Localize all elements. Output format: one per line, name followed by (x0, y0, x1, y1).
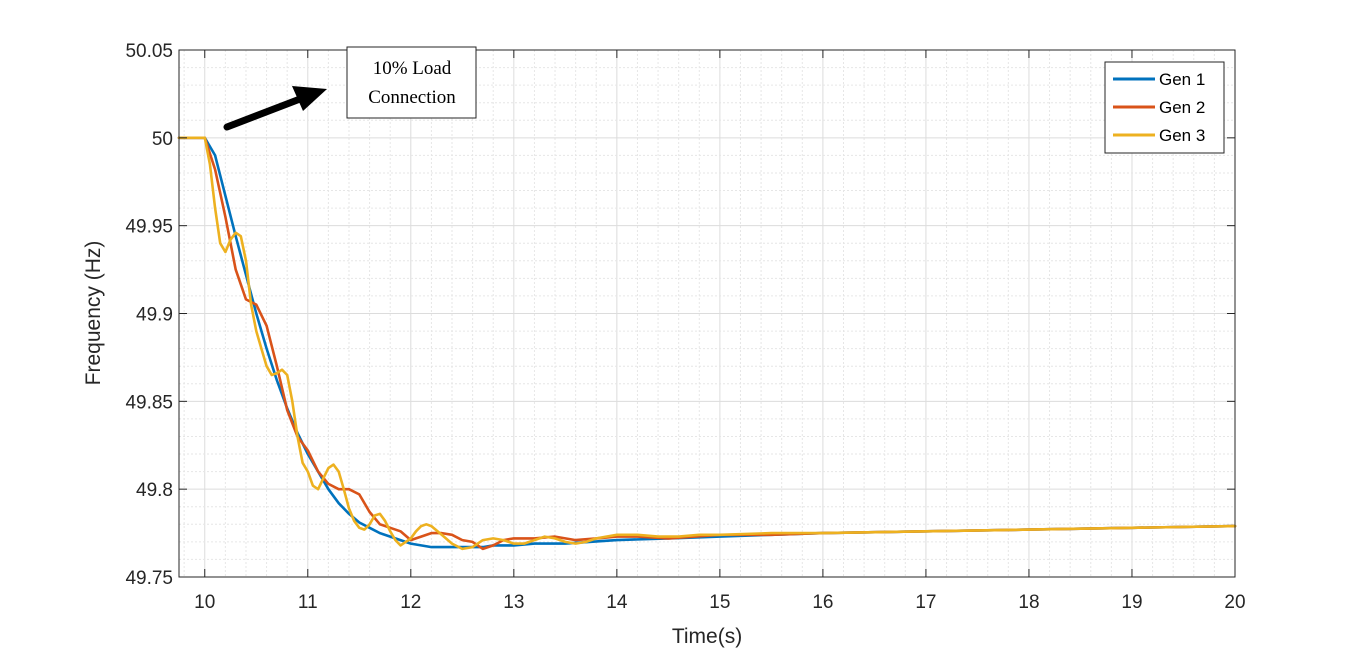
x-tick-label: 14 (606, 592, 628, 613)
annotation-line-1: 10% Load (373, 58, 452, 79)
y-tick-label: 49.75 (125, 568, 173, 589)
series-group (177, 136, 1237, 551)
x-tick-label: 19 (1121, 592, 1142, 613)
legend-label-gen-3: Gen 3 (1159, 126, 1205, 145)
y-axis-title: Frequency (Hz) (82, 241, 105, 386)
y-tick-label: 49.8 (136, 480, 173, 501)
y-tick-label: 49.9 (136, 305, 173, 326)
annotation-arrow-head (292, 86, 327, 111)
grid (179, 49, 1236, 578)
x-tick-label: 10 (194, 592, 215, 613)
x-axis-title: Time(s) (672, 625, 742, 648)
x-tick-label: 18 (1018, 592, 1039, 613)
annotation: 10% Load Connection (223, 46, 477, 131)
series-line-gen-3 (177, 136, 1237, 551)
legend-label-gen-1: Gen 1 (1159, 70, 1205, 89)
x-tick-labels: 10 11 12 13 14 15 16 17 18 19 20 (194, 592, 1245, 613)
legend-label-gen-2: Gen 2 (1159, 98, 1205, 117)
x-tick-label: 20 (1224, 592, 1245, 613)
ticks (179, 49, 1236, 578)
y-tick-label: 50 (152, 129, 173, 150)
series-line-gen-2 (177, 136, 1237, 551)
annotation-box (346, 46, 477, 119)
x-tick-label: 13 (503, 592, 524, 613)
x-tick-label: 11 (298, 592, 318, 613)
x-tick-label: 15 (709, 592, 730, 613)
y-tick-labels: 49.75 49.8 49.85 49.9 49.95 50 50.05 (125, 41, 173, 589)
series-line-gen-1 (177, 136, 1237, 549)
x-tick-label: 16 (812, 592, 833, 613)
annotation-line-2: Connection (368, 87, 456, 108)
x-tick-label: 12 (400, 592, 421, 613)
legend: Gen 1 Gen 2 Gen 3 (1104, 61, 1225, 154)
x-tick-label: 17 (915, 592, 936, 613)
annotation-arrow-shaft (223, 95, 304, 131)
y-tick-label: 49.95 (125, 217, 173, 238)
y-tick-label: 49.85 (125, 392, 173, 413)
y-tick-label: 50.05 (125, 41, 173, 62)
